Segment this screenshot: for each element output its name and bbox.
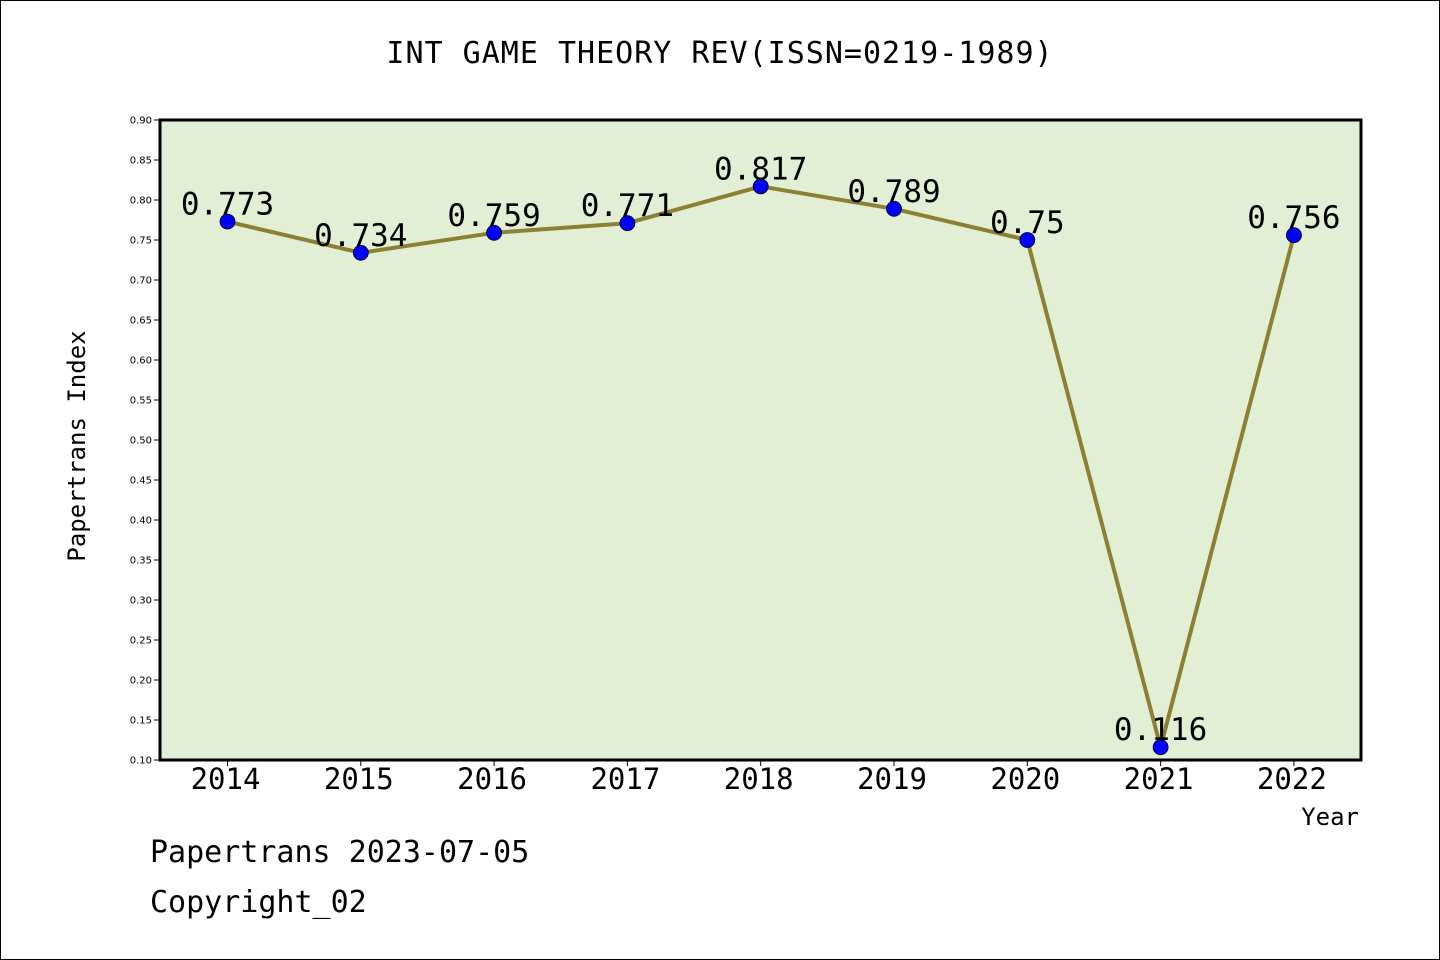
data-point-marker bbox=[886, 200, 902, 217]
data-point-marker bbox=[1286, 227, 1302, 244]
data-label: 0.817 bbox=[714, 151, 807, 187]
y-tick-label: 0.90 bbox=[130, 116, 152, 127]
y-tick-label: 0.85 bbox=[130, 156, 152, 167]
y-tick-label: 0.75 bbox=[130, 236, 152, 247]
y-tick-label: 0.50 bbox=[130, 436, 152, 447]
chart-title: INT GAME THEORY REV(ISSN=0219-1989) bbox=[386, 36, 1054, 71]
data-label: 0.116 bbox=[1114, 712, 1207, 748]
y-tick-label: 0.80 bbox=[130, 196, 152, 207]
data-point-marker bbox=[619, 215, 636, 232]
data-label: 0.771 bbox=[581, 188, 674, 224]
data-label: 0.75 bbox=[990, 205, 1065, 241]
x-tick-label: 2022 bbox=[1257, 762, 1327, 796]
y-tick-label: 0.35 bbox=[130, 556, 152, 567]
plot-area bbox=[160, 120, 1361, 760]
data-point-marker bbox=[352, 244, 369, 261]
y-tick-label: 0.15 bbox=[130, 716, 152, 727]
x-tick-label: 2014 bbox=[191, 762, 261, 796]
y-tick-label: 0.60 bbox=[130, 356, 152, 367]
x-axis-title: Year bbox=[1301, 803, 1359, 831]
y-tick-label: 0.20 bbox=[130, 676, 152, 687]
data-point-marker bbox=[1152, 739, 1169, 756]
y-axis-title: Papertrans Index bbox=[63, 330, 91, 561]
data-label: 0.759 bbox=[447, 198, 540, 234]
x-tick-label: 2016 bbox=[457, 762, 527, 796]
x-axis: 2014 2015 2016 2017 2018 2019 2020 2021 2022 bbox=[191, 760, 1327, 796]
x-tick-label: 2020 bbox=[990, 762, 1060, 796]
x-tick-label: 2015 bbox=[324, 762, 394, 796]
y-tick-label: 0.70 bbox=[130, 276, 152, 287]
footer-copyright: Copyright_02 bbox=[150, 885, 367, 920]
y-tick-label: 0.30 bbox=[130, 596, 152, 607]
data-label: 0.734 bbox=[314, 218, 407, 254]
y-tick-label: 0.40 bbox=[130, 516, 152, 527]
data-point-marker bbox=[219, 213, 236, 230]
data-label: 0.789 bbox=[847, 174, 940, 210]
data-label: 0.756 bbox=[1247, 200, 1340, 236]
data-labels: 0.773 0.734 0.759 0.771 0.817 0.789 0.75 0.116 0… bbox=[181, 151, 1341, 748]
x-tick-label: 2019 bbox=[857, 762, 927, 796]
y-tick-label: 0.55 bbox=[130, 396, 152, 407]
data-label: 0.773 bbox=[181, 187, 274, 223]
x-tick-label: 2017 bbox=[590, 762, 660, 796]
y-tick-label: 0.25 bbox=[130, 636, 152, 647]
y-tick-label: 0.10 bbox=[130, 756, 152, 767]
x-tick-label: 2021 bbox=[1124, 762, 1194, 796]
series-markers bbox=[219, 178, 1302, 756]
footer-date: Papertrans 2023-07-05 bbox=[150, 835, 530, 870]
data-point-marker bbox=[486, 224, 503, 241]
y-tick-label: 0.45 bbox=[130, 476, 152, 487]
data-point-marker bbox=[752, 178, 769, 195]
plot-border bbox=[158, 118, 1363, 762]
x-tick-label: 2018 bbox=[724, 762, 794, 796]
y-tick-label: 0.65 bbox=[130, 316, 152, 327]
y-axis: 0.10 0.15 0.20 0.25 0.30 0.35 0.40 0.45 0.50 0.55… bbox=[130, 116, 160, 767]
data-point-marker bbox=[1019, 232, 1036, 248]
